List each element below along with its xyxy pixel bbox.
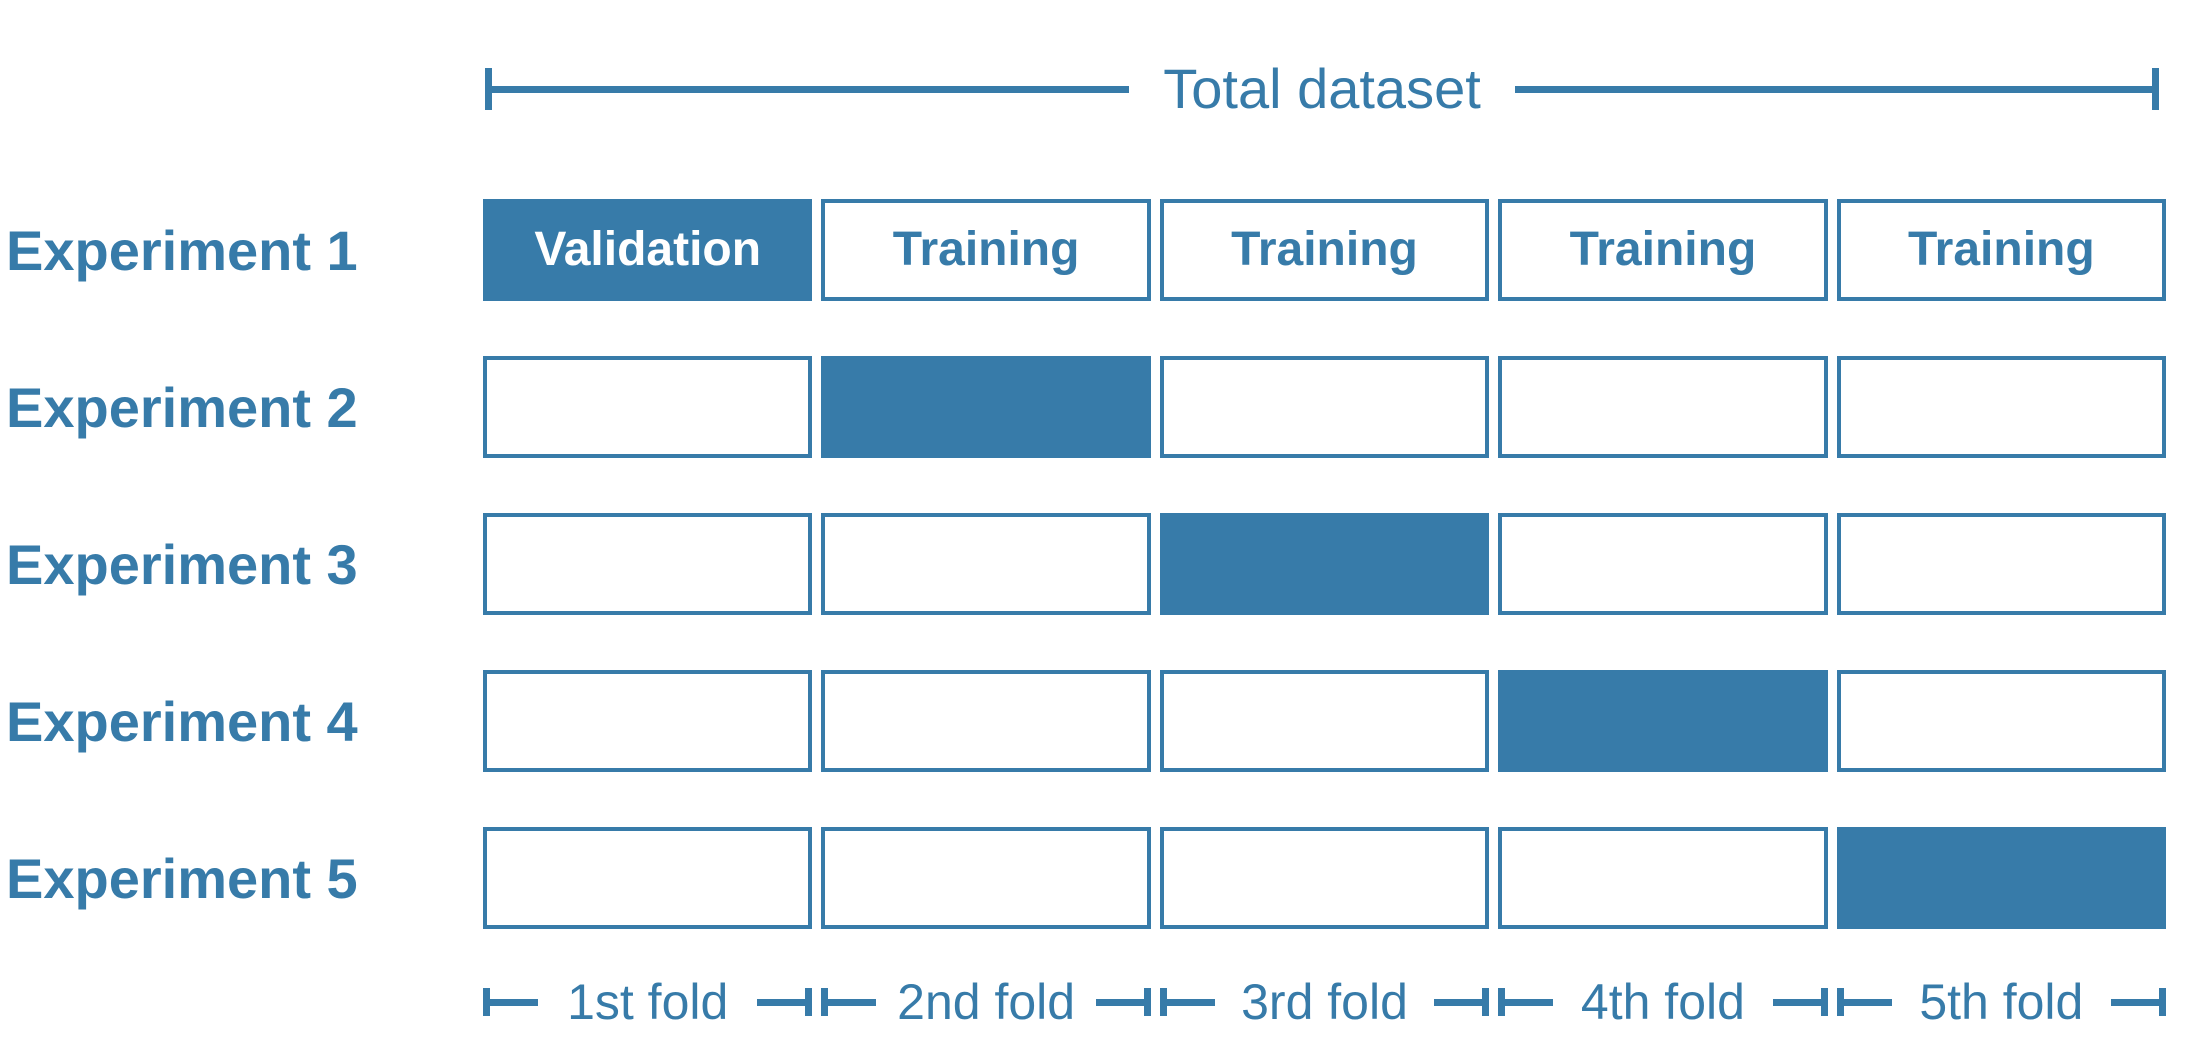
experiment-label: Experiment 1: [6, 218, 358, 282]
fold-label: 5th fold: [1919, 974, 2084, 1030]
fold-cell: Training: [1159, 199, 1490, 301]
fold-cell: [483, 827, 813, 929]
fold-cells: Validation Training Training Training Tr…: [483, 199, 2167, 301]
fold-cell: [1836, 356, 2167, 458]
fold-cell: [1498, 670, 1828, 772]
total-dataset-bracket: Total dataset: [485, 56, 2160, 122]
fold-cell: [1836, 513, 2167, 615]
fold-left-bracket-icon: [1836, 988, 1892, 1016]
fold-right-bracket-icon: [1434, 988, 1490, 1016]
fold-cells: [483, 670, 2167, 772]
fold-cell-label: Training: [892, 223, 1080, 276]
fold-cell: [1498, 513, 1828, 615]
fold-left-bracket-icon: [1159, 988, 1215, 1016]
fold-cell: [1159, 827, 1490, 929]
fold-cell-label: Validation: [534, 223, 762, 276]
fold-label: 2nd fold: [897, 974, 1076, 1030]
experiment-label: Experiment 2: [6, 375, 358, 439]
fold-cell-label: Training: [1569, 223, 1757, 276]
fold-cell: [483, 670, 813, 772]
fold-axis-segment: 3rd fold: [1159, 966, 1490, 1038]
fold-left-bracket-icon: [483, 988, 538, 1016]
fold-cell: [821, 827, 1151, 929]
fold-cell: [821, 670, 1151, 772]
fold-axis-segment: 4th fold: [1498, 966, 1828, 1038]
bracket-line: [1514, 85, 2153, 93]
fold-cells: [483, 513, 2167, 615]
fold-axis-segment: 5th fold: [1836, 966, 2167, 1038]
fold-right-bracket-icon: [1772, 988, 1828, 1016]
fold-cell: [1159, 670, 1490, 772]
experiment-label: Experiment 5: [6, 846, 358, 910]
fold-cell: [483, 356, 813, 458]
fold-axis-segment: 2nd fold: [821, 966, 1151, 1038]
fold-cell: [1498, 827, 1828, 929]
fold-right-bracket-icon: [2111, 988, 2167, 1016]
fold-left-bracket-icon: [1498, 988, 1554, 1016]
fold-axis: 1st fold 2nd fold 3rd fold 4th fold: [483, 966, 2167, 1038]
fold-cell: [821, 513, 1151, 615]
fold-label: 1st fold: [567, 974, 729, 1030]
total-dataset-label: Total dataset: [1163, 57, 1481, 120]
fold-cell: [821, 356, 1151, 458]
fold-label: 4th fold: [1580, 974, 1745, 1030]
experiment-label: Experiment 4: [6, 689, 358, 753]
fold-cell-label: Training: [1907, 223, 2095, 276]
bracket-left-tick-icon: [485, 68, 492, 110]
fold-axis-segment: 1st fold: [483, 966, 813, 1038]
fold-cell: Training: [1498, 199, 1828, 301]
experiment-row: Experiment 4: [0, 670, 2196, 772]
fold-cells: [483, 827, 2167, 929]
experiment-row: Experiment 5: [0, 827, 2196, 929]
fold-cell: [1836, 827, 2167, 929]
fold-cell: Validation: [483, 199, 813, 301]
experiment-row: Experiment 1 Validation Training Trainin…: [0, 199, 2196, 301]
fold-cell: Training: [1836, 199, 2167, 301]
fold-cell: [1159, 513, 1490, 615]
experiment-row: Experiment 2: [0, 356, 2196, 458]
fold-cell-label: Training: [1231, 223, 1418, 276]
fold-cells: [483, 356, 2167, 458]
fold-right-bracket-icon: [757, 988, 813, 1016]
bracket-line: [492, 85, 1130, 93]
bracket-right-tick-icon: [2152, 68, 2160, 110]
fold-right-bracket-icon: [1095, 988, 1151, 1016]
experiment-row: Experiment 3: [0, 513, 2196, 615]
fold-left-bracket-icon: [821, 988, 877, 1016]
fold-label: 3rd fold: [1241, 974, 1408, 1030]
fold-cell: [1836, 670, 2167, 772]
fold-cell: [1498, 356, 1828, 458]
fold-cell: [1159, 356, 1490, 458]
fold-cell: Training: [821, 199, 1151, 301]
experiment-rows: Experiment 1 Validation Training Trainin…: [0, 199, 2196, 984]
experiment-label: Experiment 3: [6, 532, 358, 596]
fold-cell: [483, 513, 813, 615]
